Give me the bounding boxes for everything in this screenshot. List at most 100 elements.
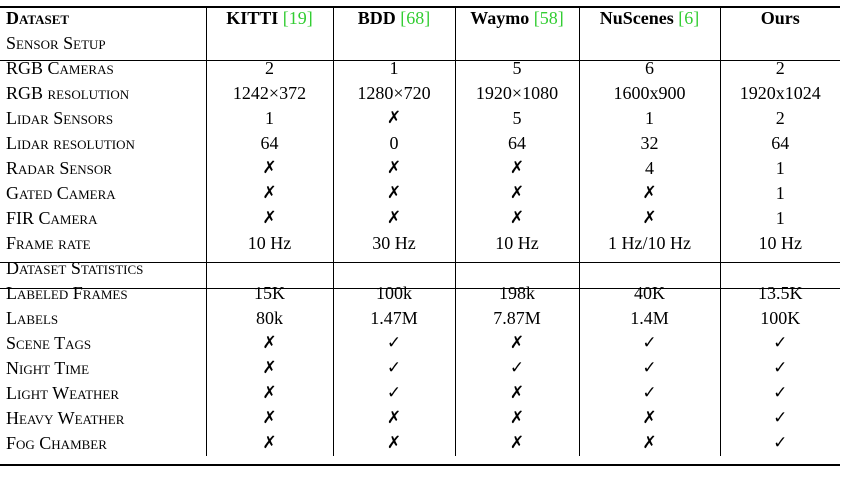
table-cell: 2 bbox=[719, 56, 840, 81]
table-cell: 198k bbox=[454, 281, 579, 306]
table-cell: ✗ bbox=[332, 431, 455, 456]
table-bottom-rule bbox=[0, 464, 840, 466]
table-cell: ✗ bbox=[454, 331, 579, 356]
row-label: Labeled Frames bbox=[6, 283, 128, 303]
row-label: Lidar Sensors bbox=[6, 108, 114, 128]
column-name: Ours bbox=[760, 8, 800, 28]
table-cell: ✓ bbox=[578, 381, 720, 406]
section-row-sensor-setup: Sensor Setup bbox=[0, 31, 840, 56]
column-name: BDD bbox=[357, 8, 396, 28]
table-cell: 1.4M bbox=[578, 306, 720, 331]
table-row: Night Time ✗ ✓ ✓ ✓ ✓ bbox=[0, 356, 840, 381]
table-cell: 100K bbox=[719, 306, 840, 331]
table-row: Labels 80k 1.47M 7.87M 1.4M 100K bbox=[0, 306, 840, 331]
row-label: Radar Sensor bbox=[6, 158, 112, 178]
table-cell: ✗ bbox=[205, 331, 333, 356]
table-cell: 64 bbox=[205, 131, 333, 156]
table-cell: 1920×1080 bbox=[454, 81, 579, 106]
column-name: KITTI bbox=[226, 8, 279, 28]
table-cell: 7.87M bbox=[454, 306, 579, 331]
table-cell: 0 bbox=[332, 131, 455, 156]
table-row: Frame rate 10 Hz 30 Hz 10 Hz 1 Hz/10 Hz 10 Hz bbox=[0, 231, 840, 256]
table-cell: ✗ bbox=[205, 181, 333, 206]
table-cell: ✓ bbox=[719, 381, 840, 406]
table-cell: ✓ bbox=[332, 331, 455, 356]
table-cell: 1 bbox=[719, 156, 840, 181]
table-cell: 2 bbox=[205, 56, 333, 81]
table-cell: ✓ bbox=[719, 406, 840, 431]
table-cell: ✓ bbox=[578, 331, 720, 356]
table-cell: 10 Hz bbox=[205, 231, 333, 256]
table-cell: ✗ bbox=[205, 206, 333, 231]
table-row: Heavy Weather ✗ ✗ ✗ ✗ ✓ bbox=[0, 406, 840, 431]
header-row: Dataset KITTI [19] BDD [68] Waymo [58] N… bbox=[0, 6, 840, 31]
table-cell: 5 bbox=[454, 106, 579, 131]
citation-link[interactable]: [19] bbox=[282, 8, 313, 28]
table-row: Fog Chamber ✗ ✗ ✗ ✗ ✓ bbox=[0, 431, 840, 456]
table-cell: 1 bbox=[332, 56, 455, 81]
row-label: Fog Chamber bbox=[6, 433, 107, 453]
column-header: Ours bbox=[719, 6, 840, 31]
table-cell: 1600x900 bbox=[578, 81, 720, 106]
table-row: Radar Sensor ✗ ✗ ✗ 4 1 bbox=[0, 156, 840, 181]
table-row: Gated Camera ✗ ✗ ✗ ✗ 1 bbox=[0, 181, 840, 206]
column-header: Waymo [58] bbox=[454, 6, 579, 31]
column-name: NuScenes bbox=[599, 8, 674, 28]
table-row: RGB Cameras 2 1 5 6 2 bbox=[0, 56, 840, 81]
table-cell: 13.5K bbox=[719, 281, 840, 306]
table-cell: ✗ bbox=[454, 156, 579, 181]
section-row-dataset-statistics: Dataset Statistics bbox=[0, 256, 840, 281]
table-cell: 64 bbox=[719, 131, 840, 156]
row-label: Labels bbox=[6, 308, 59, 328]
table-cell: 10 Hz bbox=[454, 231, 579, 256]
row-label: RGB resolution bbox=[6, 83, 130, 103]
header-dataset-label: Dataset bbox=[6, 8, 70, 28]
table-cell: ✓ bbox=[719, 331, 840, 356]
table-cell: ✓ bbox=[332, 381, 455, 406]
table-cell: ✗ bbox=[205, 356, 333, 381]
table-cell: 40K bbox=[578, 281, 720, 306]
table-cell: 4 bbox=[578, 156, 720, 181]
table-cell: 30 Hz bbox=[332, 231, 455, 256]
table-row: RGB resolution 1242×372 1280×720 1920×1080 1… bbox=[0, 81, 840, 106]
table-cell: 1920x1024 bbox=[719, 81, 840, 106]
column-header: KITTI [19] bbox=[205, 6, 333, 31]
table-row: FIR Camera ✗ ✗ ✗ ✗ 1 bbox=[0, 206, 840, 231]
row-label: Frame rate bbox=[6, 233, 91, 253]
table-cell: ✗ bbox=[578, 206, 720, 231]
table-cell: ✗ bbox=[205, 156, 333, 181]
row-label: Scene Tags bbox=[6, 333, 92, 353]
table-cell: ✓ bbox=[332, 356, 455, 381]
row-label: Gated Camera bbox=[6, 183, 116, 203]
table-cell: ✓ bbox=[719, 431, 840, 456]
column-name: Waymo bbox=[470, 8, 530, 28]
citation-link[interactable]: [68] bbox=[400, 8, 431, 28]
citation-link[interactable]: [6] bbox=[678, 8, 700, 28]
table-cell: 15K bbox=[205, 281, 333, 306]
table-cell: ✗ bbox=[205, 431, 333, 456]
table-cell: 1.47M bbox=[332, 306, 455, 331]
dataset-comparison-table: Dataset KITTI [19] BDD [68] Waymo [58] N… bbox=[0, 6, 840, 456]
table-cell: 100k bbox=[332, 281, 455, 306]
table-cell: ✗ bbox=[332, 206, 455, 231]
citation-link[interactable]: [58] bbox=[533, 8, 564, 28]
table-row: Light Weather ✗ ✓ ✗ ✓ ✓ bbox=[0, 381, 840, 406]
table-cell: 1280×720 bbox=[332, 81, 455, 106]
table-cell: ✗ bbox=[332, 156, 455, 181]
section-label: Sensor Setup bbox=[6, 33, 106, 53]
table-cell: ✗ bbox=[454, 206, 579, 231]
table-cell: 6 bbox=[578, 56, 720, 81]
row-label: Light Weather bbox=[6, 383, 120, 403]
table-cell: ✗ bbox=[454, 381, 579, 406]
column-header: NuScenes [6] bbox=[578, 6, 720, 31]
table-cell: 1242×372 bbox=[205, 81, 333, 106]
table-row: Lidar resolution 64 0 64 32 64 bbox=[0, 131, 840, 156]
table-row: Lidar Sensors 1 ✗ 5 1 2 bbox=[0, 106, 840, 131]
table-cell: ✗ bbox=[205, 406, 333, 431]
row-label: Lidar resolution bbox=[6, 133, 135, 153]
table-cell: 64 bbox=[454, 131, 579, 156]
table-cell: ✗ bbox=[332, 181, 455, 206]
table-cell: 10 Hz bbox=[719, 231, 840, 256]
row-label: Heavy Weather bbox=[6, 408, 125, 428]
table-cell: 80k bbox=[205, 306, 333, 331]
